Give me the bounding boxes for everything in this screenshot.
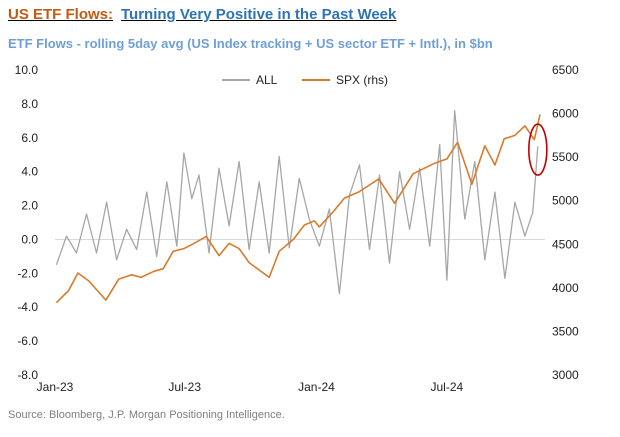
x-tick-label: Jan-24 [298, 380, 335, 394]
headline-tail: Turning Very Positive in the Past Week [121, 6, 397, 23]
y-right-tick-label: 6000 [552, 107, 579, 121]
y-right-tick-label: 3500 [552, 324, 579, 338]
y-left-tick-label: -6.0 [17, 334, 38, 348]
x-tick-label: Jan-23 [37, 380, 74, 394]
highlight-ellipse [528, 123, 548, 176]
y-left-tick-label: 8.0 [21, 97, 38, 111]
x-tick-label: Jul-24 [431, 380, 464, 394]
source-note: Source: Bloomberg, J.P. Morgan Positioni… [8, 409, 285, 421]
chart-headline: US ETF Flows: Turning Very Positive in th… [8, 6, 396, 23]
y-left-tick-label: -2.0 [17, 266, 38, 280]
headline-lead: US ETF Flows: [8, 6, 113, 23]
spx-series-line [55, 114, 541, 304]
legend-label: ALL [256, 73, 278, 87]
y-left-tick-label: -4.0 [17, 300, 38, 314]
y-right-tick-label: 4500 [552, 237, 579, 251]
all-flows-series-line [55, 110, 539, 295]
y-right-tick-label: 3000 [552, 368, 579, 382]
y-right-tick-label: 4000 [552, 281, 579, 295]
x-tick-label: Jul-23 [168, 380, 201, 394]
y-left-tick-label: 4.0 [21, 165, 38, 179]
y-left-tick-label: 6.0 [21, 131, 38, 145]
y-left-tick-label: -8.0 [17, 368, 38, 382]
y-left-tick-label: 2.0 [21, 199, 38, 213]
y-left-tick-label: 10.0 [15, 63, 39, 77]
y-right-tick-label: 5500 [552, 150, 579, 164]
y-left-tick-label: 0.0 [21, 232, 38, 246]
chart-subtitle: ETF Flows - rolling 5day avg (US Index t… [8, 36, 493, 51]
y-right-tick-label: 6500 [552, 63, 579, 77]
y-right-tick-label: 5000 [552, 194, 579, 208]
legend-label: SPX (rhs) [336, 73, 388, 87]
